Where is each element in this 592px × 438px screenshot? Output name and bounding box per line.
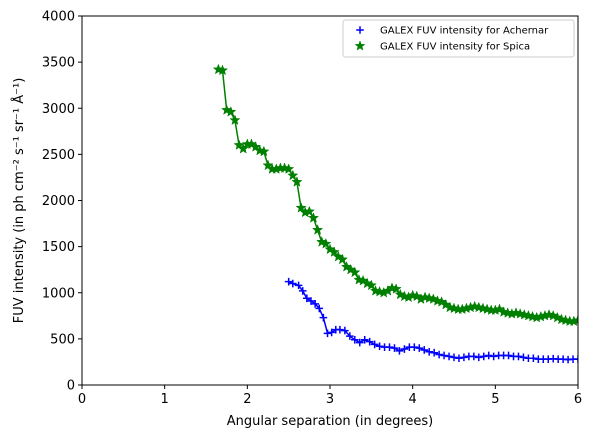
plot-series <box>212 63 578 364</box>
data-point <box>519 353 528 362</box>
data-point <box>351 335 359 344</box>
x-axis-ticks: 0 1 2 3 4 5 6 <box>78 385 582 407</box>
y-tick-label: 2000 <box>42 194 75 209</box>
data-point <box>295 201 307 213</box>
data-point <box>365 337 374 346</box>
data-point <box>435 350 443 359</box>
data-point <box>415 344 424 352</box>
data-point <box>307 212 320 223</box>
y-tick-label: 1000 <box>42 286 75 301</box>
data-point <box>430 348 438 357</box>
data-point <box>395 347 404 355</box>
data-point <box>514 352 523 361</box>
y-tick-label: 3500 <box>42 56 75 71</box>
data-point <box>287 169 299 181</box>
data-point <box>390 283 402 294</box>
data-point <box>420 346 429 354</box>
data-point <box>229 114 241 126</box>
x-tick-label: 5 <box>491 392 499 407</box>
data-point <box>336 325 344 334</box>
data-point <box>400 345 409 353</box>
data-point <box>572 314 578 326</box>
legend-box <box>342 19 575 58</box>
x-tick-label: 3 <box>326 392 334 407</box>
data-point <box>328 246 340 257</box>
plot-frame <box>81 15 579 386</box>
data-point <box>291 176 303 187</box>
data-point <box>284 277 293 286</box>
data-point <box>460 353 468 362</box>
data-point <box>336 253 349 265</box>
legend-marker-plus <box>356 26 364 34</box>
data-point <box>370 340 379 349</box>
data-point <box>311 224 324 235</box>
data-point <box>450 353 458 362</box>
data-point <box>349 266 361 278</box>
data-point <box>289 279 297 288</box>
y-axis-ticks: 0 500 1000 1500 2000 2500 3000 3500 4000 <box>42 10 82 394</box>
data-point <box>365 279 377 291</box>
data-point <box>283 163 295 174</box>
data-point <box>258 145 270 157</box>
y-tick-label: 4000 <box>42 10 75 25</box>
data-point <box>323 329 332 338</box>
data-point <box>410 343 419 351</box>
data-point <box>327 328 336 337</box>
data-point <box>390 344 399 352</box>
data-point <box>298 287 307 295</box>
x-tick-label: 0 <box>78 392 86 407</box>
data-point <box>320 237 332 249</box>
data-point <box>445 352 453 361</box>
data-point <box>504 351 513 360</box>
data-point <box>216 64 229 76</box>
data-point <box>360 335 369 344</box>
data-point <box>341 326 349 335</box>
data-point <box>294 281 303 290</box>
data-point <box>307 297 315 305</box>
y-tick-label: 500 <box>50 332 75 347</box>
x-tick-label: 6 <box>574 392 582 407</box>
data-point <box>346 332 354 340</box>
legend-label: GALEX FUV intensity for Spica <box>380 42 530 53</box>
data-point <box>425 347 433 356</box>
data-point <box>303 205 315 217</box>
data-point <box>470 352 478 361</box>
data-point <box>489 352 498 361</box>
data-point <box>574 355 578 363</box>
data-point <box>475 353 483 362</box>
data-point <box>484 351 493 360</box>
x-tick-label: 2 <box>243 392 251 407</box>
data-point <box>225 106 237 117</box>
data-point <box>375 342 384 351</box>
y-tick-label: 2500 <box>42 148 75 163</box>
data-point <box>455 354 463 363</box>
data-point <box>303 294 311 303</box>
series-line-2 <box>218 68 578 323</box>
y-axis-label: FUV intensity (in ph cm⁻² s⁻¹ sr⁻¹ Å⁻¹) <box>11 78 27 324</box>
y-tick-label: 3000 <box>42 102 75 117</box>
x-tick-label: 1 <box>161 392 169 407</box>
legend-label: GALEX FUV intensity for Achernar <box>380 26 549 37</box>
data-point <box>355 338 364 347</box>
data-point <box>237 142 249 154</box>
x-axis-label: Angular separation (in degrees) <box>227 414 433 429</box>
data-point <box>529 354 538 363</box>
data-point <box>311 300 319 308</box>
data-point <box>315 304 324 313</box>
data-point <box>479 352 488 361</box>
legend-marker-star <box>354 40 366 51</box>
data-point <box>385 343 394 351</box>
plot-area <box>81 15 579 386</box>
y-tick-label: 0 <box>67 379 75 394</box>
x-tick-label: 4 <box>409 392 417 407</box>
y-tick-label: 1500 <box>42 240 75 255</box>
legend: GALEX FUV intensity for Achernar GALEX FU… <box>342 19 575 58</box>
data-point <box>319 313 328 322</box>
data-point <box>440 351 448 360</box>
